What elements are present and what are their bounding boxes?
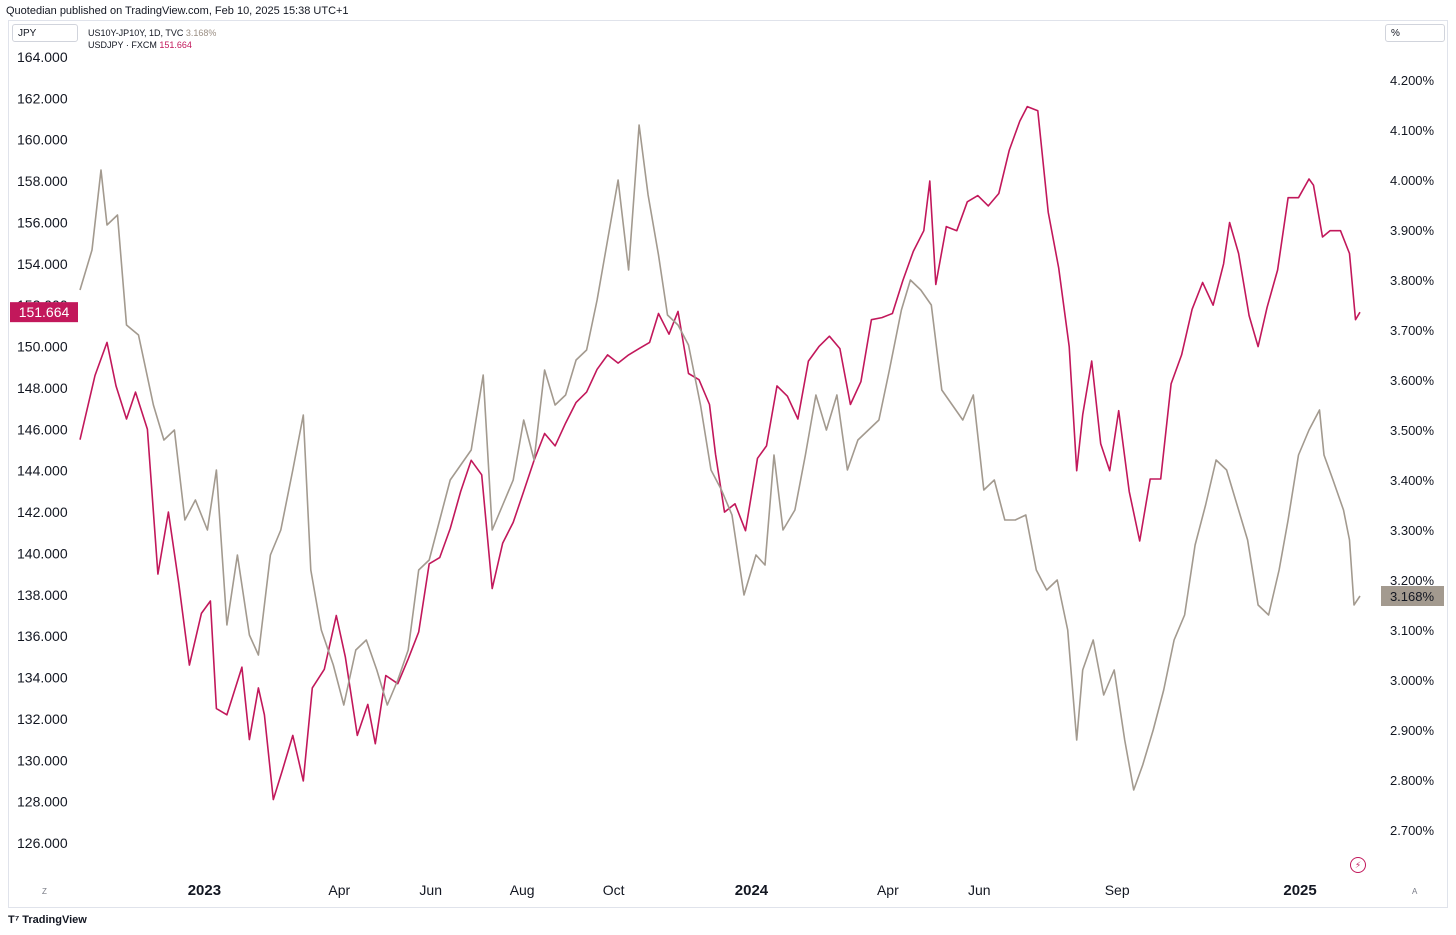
usdjpy-series-line (79, 105, 1361, 801)
usdjpy-last-value-badge (10, 302, 78, 323)
zoom-corner-button[interactable]: Z (42, 887, 47, 896)
right-axis-tick-label: 3.500% (1390, 423, 1435, 438)
left-axis-tick-label: 138.000 (17, 587, 68, 603)
left-axis-tick-label: 148.000 (17, 380, 68, 396)
chart-frame (8, 20, 1448, 908)
left-axis-tick-label: 134.000 (17, 670, 68, 686)
left-axis-tick-label: 140.000 (17, 545, 68, 561)
left-axis-tick-label: 132.000 (17, 711, 68, 727)
left-axis-tick-label: 130.000 (17, 752, 68, 768)
right-axis-tick-label: 4.000% (1390, 173, 1435, 188)
x-axis-tick-label: 2023 (188, 882, 221, 899)
right-axis-tick-label: 3.600% (1390, 373, 1435, 388)
right-axis-tick-label: 4.200% (1390, 73, 1435, 88)
spread-series-line (79, 124, 1361, 791)
left-axis-tick-label: 146.000 (17, 421, 68, 437)
left-axis-tick-label: 154.000 (17, 256, 68, 272)
right-axis-tick-label: 3.800% (1390, 273, 1435, 288)
spread-last-value-badge (1381, 586, 1444, 606)
left-axis-tick-label: 144.000 (17, 463, 68, 479)
right-axis-tick-label: 3.300% (1390, 523, 1435, 538)
published-caption: Quotedian published on TradingView.com, … (6, 5, 349, 17)
right-axis-tick-label: 3.000% (1390, 673, 1435, 688)
right-axis-tick-label: 3.700% (1390, 323, 1435, 338)
legend-spread-name: US10Y-JP10Y, 1D, TVC (88, 28, 184, 38)
usdjpy-last-value-label: 151.664 (19, 304, 70, 320)
auto-scale-corner-button[interactable]: A (1412, 887, 1418, 896)
x-axis-tick-label: Apr (877, 882, 899, 898)
x-axis-tick-label: Jun (419, 882, 442, 898)
left-axis-tick-label: 136.000 (17, 628, 68, 644)
x-axis-tick-label: Jun (968, 882, 991, 898)
left-axis-tick-label: 128.000 (17, 794, 68, 810)
legend-usdjpy-name: USDJPY · FXCM (88, 40, 157, 50)
chart-legend: US10Y-JP10Y, 1D, TVC 3.168% USDJPY · FXC… (88, 27, 216, 51)
right-axis-tick-label: 2.900% (1390, 723, 1435, 738)
x-axis-tick-label: 2025 (1283, 882, 1316, 899)
right-axis-tick-label: 3.100% (1390, 623, 1435, 638)
left-scale-unit-selector[interactable]: JPY (12, 24, 78, 42)
legend-spread-value: 3.168% (185, 28, 217, 38)
left-axis-tick-label: 142.000 (17, 504, 68, 520)
tradingview-brand: T⁷ TradingView (8, 914, 87, 926)
spread-last-value-label: 3.168% (1390, 589, 1435, 604)
left-axis-tick-label: 160.000 (17, 132, 68, 148)
left-axis-tick-label: 164.000 (17, 49, 68, 65)
x-axis-tick-label: Sep (1105, 882, 1130, 898)
x-axis-tick-label: Aug (510, 882, 535, 898)
legend-series-spread[interactable]: US10Y-JP10Y, 1D, TVC 3.168% (88, 27, 216, 39)
right-scale-unit-selector[interactable]: % (1385, 24, 1445, 42)
right-axis-tick-label: 3.200% (1390, 573, 1435, 588)
brand-label: TradingView (22, 914, 87, 926)
tradingview-logo-icon: T⁷ (8, 914, 20, 926)
right-axis-tick-label: 3.400% (1390, 473, 1435, 488)
right-axis-tick-label: 3.900% (1390, 223, 1435, 238)
right-axis-tick-label: 2.800% (1390, 773, 1435, 788)
x-axis-tick-label: Oct (603, 882, 625, 898)
left-axis-tick-label: 162.000 (17, 90, 68, 106)
legend-usdjpy-value: 151.664 (159, 40, 192, 50)
x-axis-tick-label: 2024 (735, 882, 769, 899)
lightning-icon[interactable]: ⚡ (1350, 857, 1366, 873)
left-axis-tick-label: 158.000 (17, 173, 68, 189)
left-axis-tick-label: 150.000 (17, 339, 68, 355)
right-axis-tick-label: 4.100% (1390, 123, 1435, 138)
x-axis-tick-label: Apr (328, 882, 350, 898)
legend-series-usdjpy[interactable]: USDJPY · FXCM 151.664 (88, 39, 216, 51)
right-axis-tick-label: 2.700% (1390, 823, 1435, 838)
left-axis-tick-label: 156.000 (17, 214, 68, 230)
left-axis-tick-label: 126.000 (17, 835, 68, 851)
